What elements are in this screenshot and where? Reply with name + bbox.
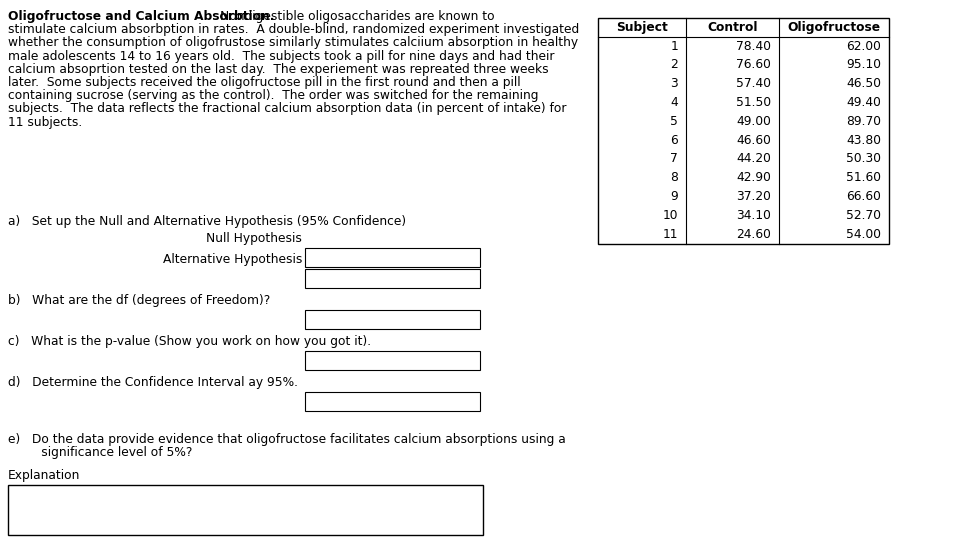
Text: 6: 6 [670,134,678,147]
Bar [305,392,480,411]
Text: 3: 3 [670,77,678,90]
Bar [598,18,889,244]
Text: 54.00: 54.00 [846,228,881,241]
Text: 51.50: 51.50 [736,96,771,109]
Bar [305,310,480,329]
Bar [305,269,480,288]
Text: later.  Some subjects received the oligofructose pill in the first round and the: later. Some subjects received the oligof… [8,76,520,89]
Text: 2: 2 [670,58,678,71]
Text: Explanation: Explanation [8,469,81,482]
Text: 8: 8 [670,171,678,184]
Text: 4: 4 [670,96,678,109]
Text: 51.60: 51.60 [846,171,881,184]
Text: 46.60: 46.60 [736,134,771,147]
Text: e)   Do the data provide evidence that oligofructose facilitates calcium absorpt: e) Do the data provide evidence that oli… [8,433,565,446]
Text: Oligofructose: Oligofructose [787,21,880,34]
Text: Oligofructose and Calcium Absorbtion.: Oligofructose and Calcium Absorbtion. [8,10,275,23]
Text: 78.40: 78.40 [736,40,771,53]
Text: calcium absoprtion tested on the last day.  The experiement was repreated three : calcium absoprtion tested on the last da… [8,63,548,76]
Text: 44.20: 44.20 [736,152,771,165]
Text: containing sucrose (serving as the control).  The order was switched for the rem: containing sucrose (serving as the contr… [8,89,539,102]
Text: 52.70: 52.70 [846,209,881,222]
Text: 5: 5 [670,115,678,128]
Text: male adolescents 14 to 16 years old.  The subjects took a pill for nine days and: male adolescents 14 to 16 years old. The… [8,50,555,63]
Text: 89.70: 89.70 [846,115,881,128]
Text: 24.60: 24.60 [736,228,771,241]
Text: 57.40: 57.40 [736,77,771,90]
Text: 43.80: 43.80 [846,134,881,147]
Text: 50.30: 50.30 [846,152,881,165]
Text: 49.00: 49.00 [736,115,771,128]
Text: 66.60: 66.60 [846,190,881,203]
Text: Null Hypothesis: Null Hypothesis [206,232,302,245]
Bar [305,351,480,370]
Text: 46.50: 46.50 [846,77,881,90]
Text: significance level of 5%?: significance level of 5%? [18,446,192,459]
Text: d)   Determine the Confidence Interval ay 95%.: d) Determine the Confidence Interval ay … [8,376,298,389]
Text: 7: 7 [670,152,678,165]
Text: Nondigestible oligosaccharides are known to: Nondigestible oligosaccharides are known… [220,10,494,23]
Text: stimulate calcium absorbption in rates.  A double-blind, randomized experiment i: stimulate calcium absorbption in rates. … [8,23,579,36]
Text: 9: 9 [670,190,678,203]
Text: 95.10: 95.10 [846,58,881,71]
Text: Control: Control [708,21,757,34]
Text: 76.60: 76.60 [736,58,771,71]
Bar [8,484,483,535]
Text: 11 subjects.: 11 subjects. [8,116,83,129]
Text: 42.90: 42.90 [736,171,771,184]
Text: 62.00: 62.00 [846,40,881,53]
Text: Alternative Hypothesis: Alternative Hypothesis [162,253,302,266]
Text: 11: 11 [662,228,678,241]
Text: b)   What are the df (degrees of Freedom)?: b) What are the df (degrees of Freedom)? [8,294,271,307]
Text: c)   What is the p-value (Show you work on how you got it).: c) What is the p-value (Show you work on… [8,335,372,348]
Text: 49.40: 49.40 [846,96,881,109]
Text: whether the consumption of oligofrustose similarly stimulates calciium absorptio: whether the consumption of oligofrustose… [8,36,578,49]
Text: 1: 1 [670,40,678,53]
Text: a)   Set up the Null and Alternative Hypothesis (95% Confidence): a) Set up the Null and Alternative Hypot… [8,215,406,228]
Text: 10: 10 [662,209,678,222]
Text: 37.20: 37.20 [736,190,771,203]
Text: 34.10: 34.10 [736,209,771,222]
Text: subjects.  The data reflects the fractional calcium absorption data (in percent : subjects. The data reflects the fraction… [8,103,566,116]
Text: Subject: Subject [616,21,668,34]
Bar [305,248,480,267]
